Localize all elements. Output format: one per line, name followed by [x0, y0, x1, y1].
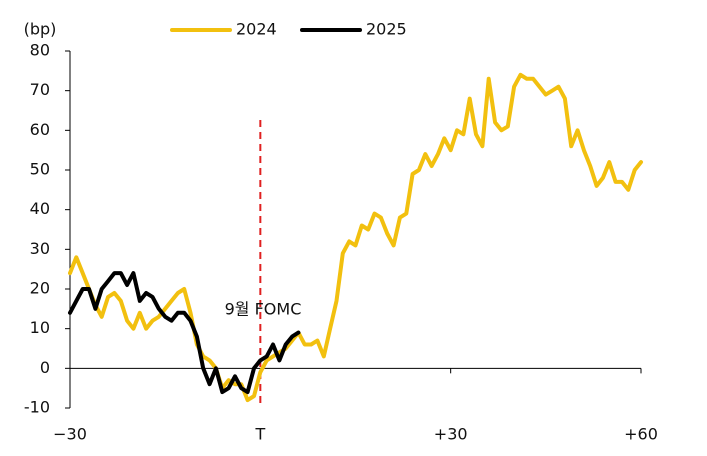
series-line: [68, 271, 301, 395]
y-tick-label: 70: [30, 80, 50, 99]
y-tick-label: 0: [40, 358, 50, 377]
series-line: [68, 72, 643, 403]
y-tick-label: 10: [30, 318, 50, 337]
y-tick-label: 80: [30, 41, 50, 60]
legend-label: 2024: [236, 20, 277, 39]
y-tick-label: 20: [30, 279, 50, 298]
y-tick-label: -10: [24, 398, 50, 417]
x-tick-label: −30: [53, 425, 87, 444]
legend-label: 2025: [366, 20, 407, 39]
y-tick-label: 60: [30, 120, 50, 139]
y-tick-label: 40: [30, 199, 50, 218]
y-tick-label: 30: [30, 239, 50, 258]
x-tick-label: +30: [434, 425, 468, 444]
x-tick-label: +60: [624, 425, 658, 444]
x-tick-label: T: [254, 425, 265, 444]
y-axis-label: (bp): [24, 20, 57, 39]
annotation: 9월 FOMC: [225, 300, 302, 319]
y-tick-label: 50: [30, 160, 50, 179]
